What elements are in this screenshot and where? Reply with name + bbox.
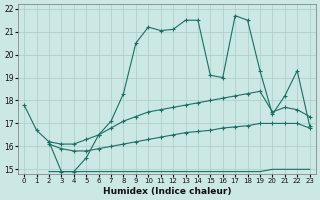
X-axis label: Humidex (Indice chaleur): Humidex (Indice chaleur) [103,187,231,196]
